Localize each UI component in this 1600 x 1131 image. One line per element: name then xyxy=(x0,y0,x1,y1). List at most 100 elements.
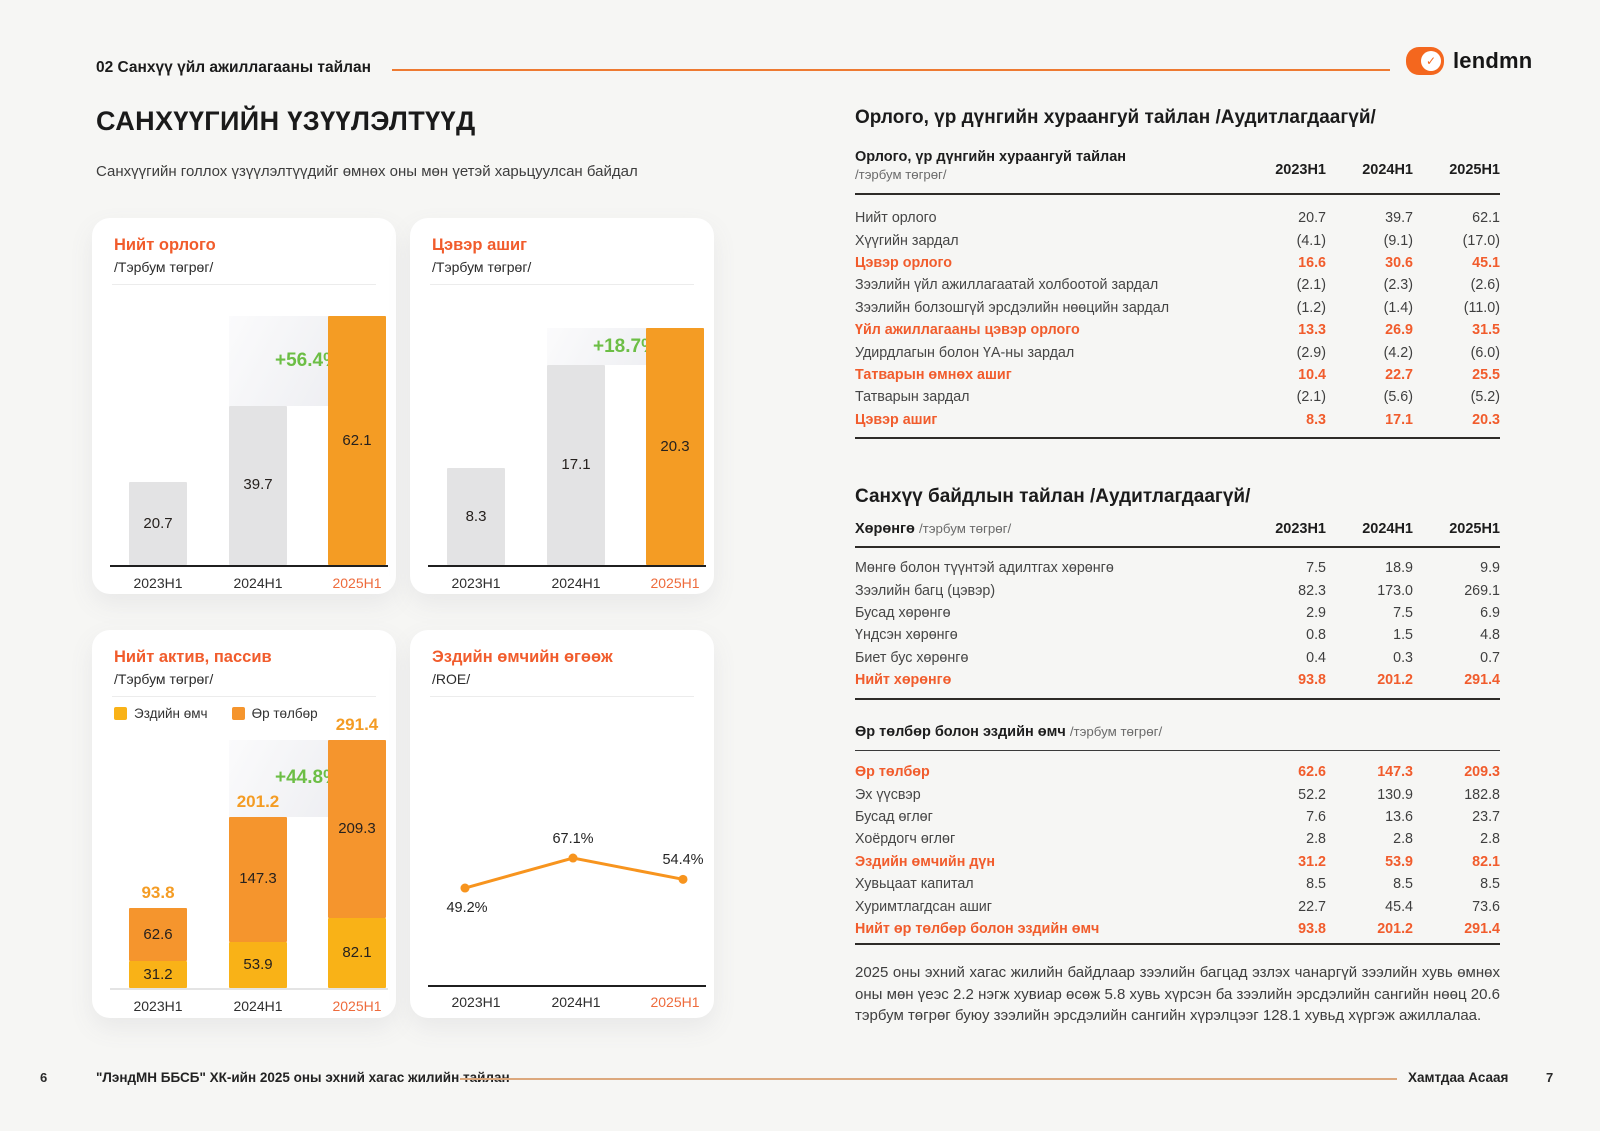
total-revenue-bar-chart: +56.4% 20.7 39.7 62.1 2023H1 2024H1 2025H1 xyxy=(92,218,396,594)
legend-label-liabilities: Өр төлбөр xyxy=(251,706,318,721)
row-value: 31.5 xyxy=(1472,322,1500,339)
page-number-right: 7 xyxy=(1546,1070,1554,1085)
table-row: Үйл ажиллагааны цэвэр орлого 13.3 26.9 31.5 xyxy=(855,319,1500,341)
column-header-2024h1: 2024H1 xyxy=(1362,521,1413,537)
row-value: 62.6 xyxy=(1298,764,1326,781)
liabilities-table-header: Өр төлбөр болон эздийн өмч /тэрбум төгрө… xyxy=(855,713,1500,751)
row-value: (1.2) xyxy=(1296,299,1326,316)
assets-liabilities-stacked-chart: +44.8% 31.2 62.6 93.8 53.9 147.3 201.2 82.1 209.… xyxy=(92,630,396,1018)
table-row: Хуримтлагдсан ашиг 22.7 45.4 73.6 xyxy=(855,895,1500,917)
x-tick-label-2023H1: 2023H1 xyxy=(133,998,183,1014)
table-row: Өр төлбөр 62.6 147.3 209.3 xyxy=(855,761,1500,783)
row-value: (1.4) xyxy=(1383,299,1413,316)
row-value: 0.3 xyxy=(1393,649,1413,666)
row-value: 22.7 xyxy=(1298,898,1326,915)
card-divider xyxy=(430,696,694,697)
x-axis xyxy=(110,565,388,567)
assets-header-label-unit: /тэрбум төгрөг/ xyxy=(918,521,1012,536)
bar-2023H1 xyxy=(447,468,505,565)
card-divider xyxy=(430,284,694,285)
row-value: 201.2 xyxy=(1377,920,1413,937)
x-axis xyxy=(428,565,706,567)
bar-value-label: 20.7 xyxy=(143,514,173,532)
row-value: 13.6 xyxy=(1385,808,1413,825)
bar-2024H1 xyxy=(547,365,605,565)
bar-value-label: 39.7 xyxy=(243,476,273,494)
liabilities-table-rows: Өр төлбөр 62.6 147.3 209.3 Эх үүсвэр 52.2 130.… xyxy=(855,761,1500,946)
row-value: 173.0 xyxy=(1377,582,1413,599)
row-value: 7.5 xyxy=(1393,604,1413,621)
row-label: Татварын өмнөх ашиг xyxy=(855,366,1012,383)
row-label: Үйл ажиллагааны цэвэр орлого xyxy=(855,322,1080,339)
row-value: 62.1 xyxy=(1472,210,1500,227)
row-value: 93.8 xyxy=(1298,672,1326,689)
page-subtitle: Санхүүгийн голлох үзүүлэлтүүдийг өмнөх о… xyxy=(96,163,638,180)
row-value: 0.8 xyxy=(1306,627,1326,644)
legend-label-equity: Эздийн өмч xyxy=(134,706,208,721)
row-value: 17.1 xyxy=(1385,411,1413,428)
bar-2024H1 xyxy=(229,405,287,565)
x-tick-label-2024H1: 2024H1 xyxy=(551,994,601,1010)
row-value: 0.7 xyxy=(1480,649,1500,666)
row-value: 93.8 xyxy=(1298,920,1326,937)
row-value: 6.9 xyxy=(1480,604,1500,621)
table-row: Татварын зардал (2.1) (5.6) (5.2) xyxy=(855,386,1500,408)
table-row: Цэвэр орлого 16.6 30.6 45.1 xyxy=(855,252,1500,274)
row-value: (5.2) xyxy=(1470,389,1500,406)
assets-table-header: Хөрөнгө /тэрбум төгрөг/ 2023H1 2024H1 20… xyxy=(855,512,1500,548)
assets-table-rows: Мөнгө болон түүнтэй адилтгах хөрөнгө 7.5 1… xyxy=(855,557,1500,701)
footnote: 2025 оны эхний хагас жилийн байдлаар зээ… xyxy=(855,964,1500,1024)
table-row: Удирдлагын болон ҮА-ны зардал (2.9) (4.2) (… xyxy=(855,341,1500,363)
row-label: Нийт орлого xyxy=(855,210,937,227)
table-row: Нийт хөрөнгө 93.8 201.2 291.4 xyxy=(855,669,1500,691)
row-value: (11.0) xyxy=(1463,299,1500,316)
row-value: 20.7 xyxy=(1298,210,1326,227)
stack-liability-2024H1 xyxy=(229,816,287,943)
chart-title: Эздийн өмчийн өгөөж xyxy=(432,648,613,666)
income-table-header: Орлого, үр дүнгийн хураангуй тайлан /тэр… xyxy=(855,146,1500,195)
x-tick-label-2023H1: 2023H1 xyxy=(133,575,183,591)
chart-subtitle: /Тэрбум төгрөг/ xyxy=(114,671,214,687)
row-value: (4.2) xyxy=(1383,344,1413,361)
stack-liability-2025H1 xyxy=(328,740,386,919)
column-header-2025h1: 2025H1 xyxy=(1449,521,1500,537)
right-column: Орлого, үр дүнгийн хураангуй тайлан /Ауд… xyxy=(855,0,1500,1131)
row-value: 8.5 xyxy=(1480,876,1500,893)
row-value: 82.1 xyxy=(1472,853,1500,870)
table-row: Зээлийн багц (цэвэр) 82.3 173.0 269.1 xyxy=(855,579,1500,601)
x-tick-label-2024H1: 2024H1 xyxy=(551,575,601,591)
x-axis xyxy=(110,988,388,990)
row-value: 8.5 xyxy=(1393,876,1413,893)
roe-trend-line xyxy=(460,853,688,893)
row-value: (2.1) xyxy=(1296,389,1326,406)
row-label: Хоёрдогч өглөг xyxy=(855,831,956,848)
legend-item-liabilities: Өр төлбөр xyxy=(231,706,318,721)
segment-value-label: 62.6 xyxy=(143,925,173,943)
row-value: 0.4 xyxy=(1306,649,1326,666)
legend-item-equity: Эздийн өмч xyxy=(114,706,208,721)
table-row: Нийт орлого 20.7 39.7 62.1 xyxy=(855,207,1500,229)
row-label: Хувьцаат капитал xyxy=(855,876,974,893)
row-value: 52.2 xyxy=(1298,786,1326,803)
column-header-2024h1: 2024H1 xyxy=(1362,161,1413,178)
x-tick-label-2025H1: 2025H1 xyxy=(332,575,382,591)
chart-subtitle: /ROE/ xyxy=(432,671,471,687)
lendmn-logo-icon: ✓ xyxy=(1406,47,1444,75)
x-tick-label-2024H1: 2024H1 xyxy=(233,998,283,1014)
row-value: 23.7 xyxy=(1472,808,1500,825)
footer-divider-line xyxy=(460,1078,1397,1080)
check-icon: ✓ xyxy=(1421,51,1441,71)
row-label: Удирдлагын болон ҮА-ны зардал xyxy=(855,344,1075,361)
row-value: 39.7 xyxy=(1385,210,1413,227)
row-value: 53.9 xyxy=(1385,853,1413,870)
row-value: 45.1 xyxy=(1472,254,1500,271)
table-row: Цэвэр ашиг 8.3 17.1 20.3 xyxy=(855,409,1500,431)
row-value: (2.3) xyxy=(1383,277,1413,294)
chart-subtitle: /Тэрбум төгрөг/ xyxy=(432,259,532,275)
row-label: Бусад өглөг xyxy=(855,808,933,825)
row-value: 20.3 xyxy=(1472,411,1500,428)
growth-label: +56.4% xyxy=(275,349,340,371)
table-row: Нийт өр төлбөр болон эздийн өмч 93.8 201.2… xyxy=(855,918,1500,940)
row-value: 209.3 xyxy=(1464,764,1500,781)
